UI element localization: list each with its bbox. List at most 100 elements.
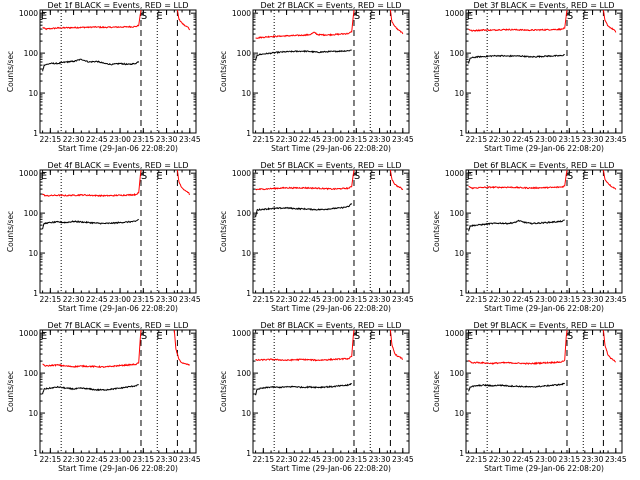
x-tick-label: 22:45 — [299, 135, 321, 144]
chart-panel-7: Det 7f BLACK = Events, RED = LLD 1 10 100 10… — [6, 321, 201, 473]
x-tick-label: 22:15 — [466, 135, 488, 144]
orbit-marker-label: S — [141, 171, 147, 182]
events-series-line — [468, 53, 565, 64]
x-tick-label: 23:00 — [322, 295, 344, 304]
chart-title: Det 1f BLACK = Events, RED = LLD — [47, 1, 188, 10]
x-tick-label: 23:15 — [345, 455, 367, 464]
lld-series-line — [468, 169, 568, 190]
x-tick-label: 23:00 — [322, 455, 344, 464]
y-tick-label: 1 — [246, 449, 251, 458]
x-tick-label: 22:15 — [253, 135, 275, 144]
x-axis-label: Start Time (29-Jan-06 22:08:20) — [484, 144, 604, 153]
plot-frame — [39, 9, 197, 134]
x-tick-label: 23:45 — [605, 295, 627, 304]
x-tick-label: 22:15 — [253, 295, 275, 304]
plot-frame — [252, 9, 410, 134]
y-tick-label: 1000 — [232, 9, 251, 18]
x-tick-label: 23:45 — [392, 295, 414, 304]
x-tick-label: 22:45 — [86, 135, 108, 144]
lld-series-line — [389, 329, 403, 360]
chart-title: Det 9f BLACK = Events, RED = LLD — [473, 321, 614, 330]
orbit-marker-label: S — [567, 331, 573, 342]
orbit-marker-label: E — [41, 331, 47, 342]
y-tick-label: 100 — [24, 369, 39, 378]
events-series-line — [42, 58, 140, 72]
orbit-marker-label: E — [41, 171, 47, 182]
x-tick-label: 22:30 — [276, 295, 298, 304]
y-tick-label: 100 — [237, 369, 252, 378]
x-tick-label: 23:00 — [109, 295, 131, 304]
x-tick-label: 22:15 — [40, 455, 62, 464]
x-tick-label: 22:45 — [512, 295, 534, 304]
y-tick-label: 1000 — [232, 169, 251, 178]
y-tick-label: 100 — [24, 49, 39, 58]
y-tick-label: 100 — [237, 49, 252, 58]
x-tick-label: 23:45 — [179, 295, 201, 304]
y-tick-label: 100 — [450, 49, 465, 58]
orbit-marker-label: S — [567, 171, 573, 182]
x-tick-label: 23:30 — [582, 295, 604, 304]
y-tick-label: 100 — [450, 369, 465, 378]
y-tick-label: 1000 — [445, 169, 464, 178]
x-tick-label: 22:30 — [489, 455, 511, 464]
events-series-line — [42, 384, 139, 395]
plot-frame — [465, 169, 623, 294]
y-tick-label: 10 — [454, 89, 464, 98]
y-axis-label: Counts/sec — [6, 51, 15, 92]
orbit-marker-label: S — [354, 331, 360, 342]
orbit-marker-label: S — [141, 11, 147, 22]
orbit-marker-label: E — [41, 11, 47, 22]
x-tick-label: 22:30 — [276, 455, 298, 464]
y-tick-label: 10 — [28, 249, 38, 258]
plot-frame — [465, 9, 623, 134]
x-axis-label: Start Time (29-Jan-06 22:08:20) — [484, 464, 604, 473]
y-tick-label: 1 — [33, 449, 38, 458]
lld-series-line — [42, 329, 142, 369]
y-tick-label: 1 — [33, 129, 38, 138]
events-series-line — [255, 49, 352, 61]
x-tick-label: 23:15 — [132, 135, 154, 144]
lld-series-line — [42, 169, 142, 198]
y-axis-label: Counts/sec — [432, 51, 441, 92]
chart-title: Det 4f BLACK = Events, RED = LLD — [47, 161, 188, 170]
y-tick-label: 10 — [241, 409, 251, 418]
lld-series-line — [173, 329, 190, 366]
x-tick-label: 23:15 — [558, 455, 580, 464]
x-axis-label: Start Time (29-Jan-06 22:08:20) — [58, 464, 178, 473]
y-tick-label: 1000 — [232, 329, 251, 338]
x-tick-label: 23:30 — [369, 135, 391, 144]
x-tick-label: 23:45 — [392, 455, 414, 464]
y-tick-label: 10 — [241, 89, 251, 98]
x-axis-label: Start Time (29-Jan-06 22:08:20) — [484, 304, 604, 313]
x-tick-label: 22:45 — [299, 295, 321, 304]
y-tick-label: 10 — [454, 409, 464, 418]
x-axis-label: Start Time (29-Jan-06 22:08:20) — [58, 144, 178, 153]
y-tick-label: 100 — [450, 209, 465, 218]
y-tick-label: 1 — [246, 289, 251, 298]
x-tick-label: 23:45 — [179, 455, 201, 464]
orbit-marker-label: E — [369, 331, 375, 342]
x-tick-label: 22:30 — [63, 295, 85, 304]
events-series-line — [468, 219, 565, 232]
lld-series-line — [255, 169, 355, 191]
orbit-marker-label: E — [582, 11, 588, 22]
orbit-marker-label: E — [369, 11, 375, 22]
y-tick-label: 10 — [454, 249, 464, 258]
x-tick-label: 23:30 — [156, 455, 178, 464]
x-tick-label: 23:00 — [109, 455, 131, 464]
x-tick-label: 23:45 — [179, 135, 201, 144]
x-tick-label: 23:15 — [345, 135, 367, 144]
x-tick-label: 23:30 — [156, 295, 178, 304]
y-axis-label: Counts/sec — [432, 371, 441, 412]
chart-panel-9: Det 9f BLACK = Events, RED = LLD 1 10 100 10… — [432, 321, 627, 473]
y-tick-label: 10 — [28, 409, 38, 418]
y-tick-label: 1 — [459, 449, 464, 458]
x-tick-label: 23:45 — [392, 135, 414, 144]
lld-series-line — [602, 329, 616, 363]
x-tick-label: 23:00 — [535, 295, 557, 304]
x-tick-label: 22:45 — [512, 455, 534, 464]
y-axis-label: Counts/sec — [219, 51, 228, 92]
lld-series-line — [42, 9, 142, 31]
x-tick-label: 22:45 — [86, 455, 108, 464]
x-tick-label: 23:30 — [156, 135, 178, 144]
